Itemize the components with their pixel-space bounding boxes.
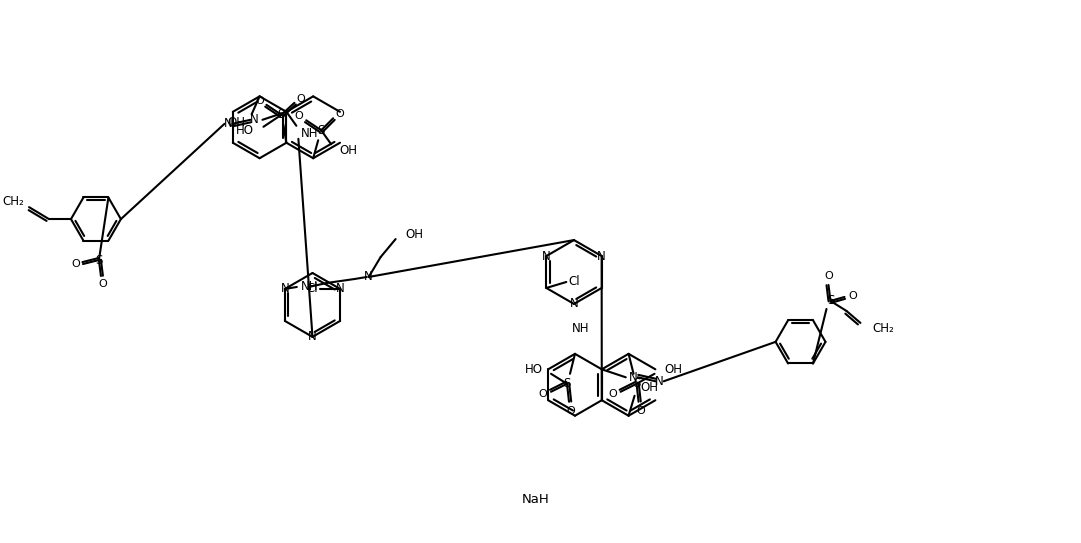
Text: HO: HO bbox=[525, 363, 543, 376]
Text: N: N bbox=[542, 250, 550, 262]
Text: OH: OH bbox=[339, 144, 357, 157]
Text: N: N bbox=[336, 282, 345, 295]
Text: O: O bbox=[71, 259, 80, 269]
Text: CH₂: CH₂ bbox=[872, 323, 894, 336]
Text: S: S bbox=[278, 108, 285, 121]
Text: N: N bbox=[280, 282, 290, 295]
Text: S: S bbox=[827, 294, 835, 307]
Text: S: S bbox=[632, 377, 640, 390]
Text: S: S bbox=[563, 377, 571, 390]
Text: O: O bbox=[566, 406, 575, 416]
Text: S: S bbox=[95, 254, 103, 267]
Text: OH: OH bbox=[665, 363, 682, 376]
Text: S: S bbox=[318, 124, 325, 137]
Text: NH: NH bbox=[301, 281, 318, 293]
Text: O: O bbox=[98, 279, 107, 289]
Text: O: O bbox=[824, 271, 832, 281]
Text: N: N bbox=[570, 298, 578, 311]
Text: N: N bbox=[250, 113, 258, 127]
Text: O: O bbox=[336, 109, 345, 119]
Text: N: N bbox=[655, 375, 664, 388]
Text: O: O bbox=[538, 389, 547, 399]
Text: N: N bbox=[364, 270, 373, 283]
Text: HO: HO bbox=[236, 124, 253, 137]
Text: O: O bbox=[255, 96, 264, 106]
Text: O: O bbox=[295, 111, 304, 121]
Text: O: O bbox=[296, 94, 305, 104]
Text: Cl: Cl bbox=[307, 282, 318, 295]
Text: OH: OH bbox=[228, 116, 245, 129]
Text: N: N bbox=[598, 250, 606, 262]
Text: O: O bbox=[637, 406, 645, 416]
Text: NH: NH bbox=[302, 127, 319, 140]
Text: Cl: Cl bbox=[569, 275, 579, 288]
Text: CH₂: CH₂ bbox=[2, 194, 24, 207]
Text: N: N bbox=[224, 117, 232, 130]
Text: O: O bbox=[609, 389, 617, 399]
Text: OH: OH bbox=[405, 228, 424, 241]
Text: N: N bbox=[629, 371, 638, 384]
Text: OH: OH bbox=[641, 381, 658, 394]
Text: NaH: NaH bbox=[522, 493, 550, 506]
Text: NH: NH bbox=[572, 321, 590, 334]
Text: N: N bbox=[308, 330, 317, 343]
Text: O: O bbox=[849, 291, 857, 301]
